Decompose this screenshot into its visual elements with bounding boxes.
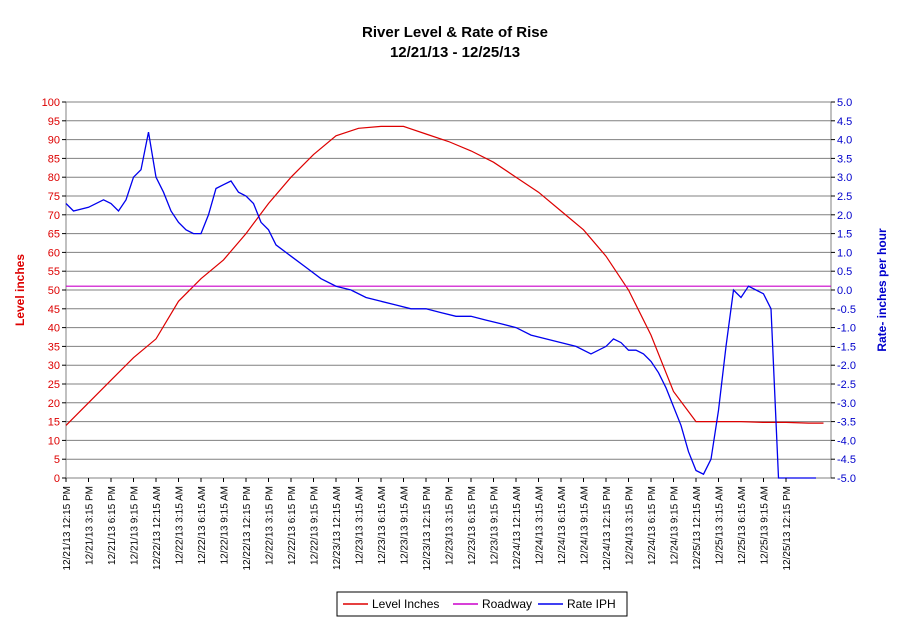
x-tick-label: 12/22/13 9:15 AM xyxy=(220,486,231,564)
x-tick-label: 12/24/13 6:15 PM xyxy=(647,486,658,565)
y-right-tick-label: 2.5 xyxy=(837,191,852,203)
y-right-tick-label: -1.0 xyxy=(837,323,856,335)
x-tick-label: 12/25/13 12:15 PM xyxy=(782,486,793,571)
series-level-inches xyxy=(65,125,824,426)
grid-layer xyxy=(66,120,831,460)
y-left-ticks: 0 5 10 15 20 25 30 35 40 45 50 55 60 65 70 75 80 85 90 95 10… xyxy=(42,97,66,485)
y-right-ticks: -5.0 -4.5 -4.0 -3.5 -3.0 -2.5 -2.0 -1.5 -1.0 -0.5… xyxy=(831,97,856,485)
y-left-tick-label: 0 xyxy=(54,473,60,485)
y-left-tick-label: 15 xyxy=(48,417,60,429)
x-tick-label: 12/25/13 3:15 AM xyxy=(715,486,726,564)
x-tick-label: 12/21/13 6:15 PM xyxy=(107,486,118,565)
x-tick-label: 12/23/13 9:15 PM xyxy=(490,486,501,565)
x-tick-label: 12/24/13 9:15 PM xyxy=(670,486,681,565)
x-tick-label: 12/21/13 3:15 PM xyxy=(85,486,96,565)
y-left-tick-label: 45 xyxy=(48,304,60,316)
y-left-tick-label: 95 xyxy=(48,116,60,128)
x-tick-label: 12/22/13 3:15 PM xyxy=(265,486,276,565)
y-left-tick-label: 35 xyxy=(48,341,60,353)
x-tick-label: 12/23/13 3:15 AM xyxy=(355,486,366,564)
y-right-tick-label: 4.5 xyxy=(837,116,852,128)
y-left-tick-label: 65 xyxy=(48,229,60,241)
y-right-tick-label: 0.0 xyxy=(837,285,852,297)
y-right-tick-label: -2.0 xyxy=(837,360,856,372)
y-left-tick-label: 20 xyxy=(48,398,60,410)
y-left-tick-label: 80 xyxy=(48,172,60,184)
legend: Level Inches Roadway Rate IPH xyxy=(336,591,628,617)
y-right-tick-label: -1.5 xyxy=(837,341,856,353)
legend-level-label: Level Inches xyxy=(372,597,439,611)
x-tick-label: 12/25/13 6:15 AM xyxy=(737,486,748,564)
y-left-tick-label: 30 xyxy=(48,360,60,372)
y-left-axis-label: Level inches xyxy=(13,254,27,326)
y-right-tick-label: 0.5 xyxy=(837,266,852,278)
x-tick-label: 12/23/13 6:15 AM xyxy=(377,486,388,564)
chart-title: River Level & Rate of Rise xyxy=(362,24,548,41)
x-tick-label: 12/24/13 12:15 PM xyxy=(602,486,613,571)
y-left-tick-label: 50 xyxy=(48,285,60,297)
x-tick-label: 12/24/13 12:15 AM xyxy=(512,486,523,570)
y-right-tick-label: -4.5 xyxy=(837,454,856,466)
y-right-tick-label: -3.5 xyxy=(837,417,856,429)
y-right-tick-label: 3.5 xyxy=(837,153,852,165)
legend-rate-label: Rate IPH xyxy=(567,597,616,611)
x-tick-label: 12/23/13 9:15 AM xyxy=(400,486,411,564)
series-rate-iph xyxy=(65,131,816,479)
x-tick-label: 12/21/13 12:15 PM xyxy=(62,486,73,571)
y-left-tick-label: 10 xyxy=(48,435,60,447)
y-left-tick-label: 70 xyxy=(48,210,60,222)
y-right-tick-label: 4.0 xyxy=(837,135,852,147)
chart-subtitle: 12/21/13 - 12/25/13 xyxy=(390,44,520,61)
y-left-tick-label: 60 xyxy=(48,247,60,259)
y-left-tick-label: 100 xyxy=(42,97,60,109)
x-tick-label: 12/22/13 6:15 PM xyxy=(287,486,298,565)
x-ticks: 12/21/13 12:15 PM 12/21/13 3:15 PM 12/21/1… xyxy=(62,478,793,571)
x-tick-label: 12/22/13 6:15 AM xyxy=(197,486,208,564)
x-tick-label: 12/23/13 12:15 AM xyxy=(332,486,343,570)
x-tick-label: 12/22/13 12:15 AM xyxy=(152,486,163,570)
x-tick-label: 12/24/13 6:15 AM xyxy=(557,486,568,564)
y-right-tick-label: -3.0 xyxy=(837,398,856,410)
x-tick-label: 12/22/13 9:15 PM xyxy=(310,486,321,565)
x-tick-label: 12/24/13 3:15 AM xyxy=(535,486,546,564)
x-tick-label: 12/21/13 9:15 PM xyxy=(130,486,141,565)
x-tick-label: 12/22/13 12:15 PM xyxy=(242,486,253,571)
x-tick-label: 12/23/13 6:15 PM xyxy=(467,486,478,565)
y-left-tick-label: 5 xyxy=(54,454,60,466)
x-tick-label: 12/22/13 3:15 AM xyxy=(175,486,186,564)
y-right-tick-label: 5.0 xyxy=(837,97,852,109)
y-right-tick-label: -0.5 xyxy=(837,304,856,316)
y-left-tick-label: 55 xyxy=(48,266,60,278)
legend-roadway-label: Roadway xyxy=(482,597,532,611)
y-left-tick-label: 25 xyxy=(48,379,60,391)
y-right-tick-label: 1.5 xyxy=(837,229,852,241)
x-tick-label: 12/23/13 12:15 PM xyxy=(422,486,433,571)
x-tick-label: 12/24/13 3:15 PM xyxy=(625,486,636,565)
y-right-tick-label: 1.0 xyxy=(837,247,852,259)
y-right-tick-label: -2.5 xyxy=(837,379,856,391)
x-tick-label: 12/23/13 3:15 PM xyxy=(445,486,456,565)
x-tick-label: 12/24/13 9:15 AM xyxy=(580,486,591,564)
x-tick-label: 12/25/13 12:15 AM xyxy=(692,486,703,570)
y-right-tick-label: 2.0 xyxy=(837,210,852,222)
y-right-tick-label: -5.0 xyxy=(837,473,856,485)
series-layer xyxy=(65,125,831,479)
y-right-tick-label: -4.0 xyxy=(837,435,856,447)
y-left-tick-label: 85 xyxy=(48,153,60,165)
y-left-tick-label: 90 xyxy=(48,135,60,147)
y-left-tick-label: 40 xyxy=(48,323,60,335)
x-tick-label: 12/25/13 9:15 AM xyxy=(760,486,771,564)
y-right-tick-label: 3.0 xyxy=(837,172,852,184)
y-left-tick-label: 75 xyxy=(48,191,60,203)
y-right-axis-label: Rate- inches per hour xyxy=(875,228,889,352)
legend-box xyxy=(336,591,628,617)
